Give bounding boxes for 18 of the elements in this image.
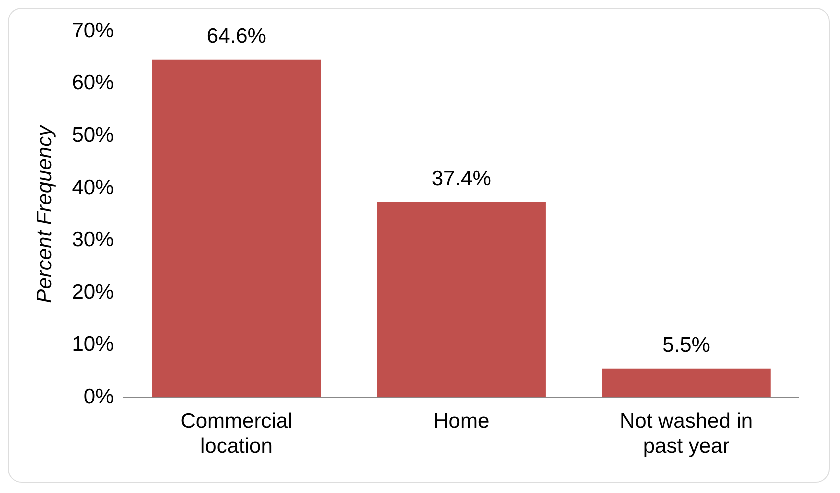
data-label: 37.4% bbox=[432, 167, 492, 190]
x-tick-label: Home bbox=[434, 410, 490, 433]
y-tick-label: 70% bbox=[72, 19, 114, 42]
data-label: 5.5% bbox=[662, 334, 710, 358]
y-tick-label: 30% bbox=[72, 228, 114, 252]
y-tick-label: 50% bbox=[72, 124, 114, 147]
bar bbox=[602, 368, 771, 398]
x-tick-label: Commercial location bbox=[180, 410, 293, 458]
data-label: 64.6% bbox=[206, 25, 266, 48]
y-tick-label: 10% bbox=[72, 333, 114, 356]
y-tick-label: 20% bbox=[72, 280, 114, 304]
y-tick-label: 60% bbox=[72, 72, 114, 95]
y-tick-label: 0% bbox=[84, 385, 114, 408]
y-axis-title: Percent Frequency bbox=[33, 124, 56, 304]
x-tick-label: Not washed in past year bbox=[620, 410, 754, 458]
bar bbox=[377, 202, 546, 398]
bar bbox=[152, 60, 322, 398]
y-tick-label: 40% bbox=[72, 176, 114, 200]
